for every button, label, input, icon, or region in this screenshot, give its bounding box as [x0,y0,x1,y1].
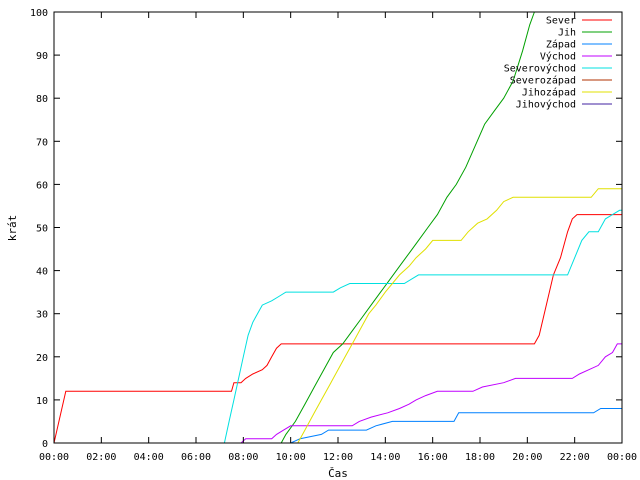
y-tick-label: 80 [36,94,48,105]
series-line-3 [240,343,622,444]
series-line-4 [223,209,622,444]
legend-label: Severovýchod [504,63,576,75]
series-layer [53,11,622,444]
y-tick-label: 100 [30,8,48,19]
legend-label: Jih [558,28,576,39]
legend-label: Západ [546,39,576,51]
x-tick-label: 00:00 [607,452,637,463]
y-tick-label: 70 [36,137,48,148]
x-tick-label: 02:00 [86,452,116,463]
y-tick-label: 10 [36,396,48,407]
x-tick-label: 16:00 [418,452,448,463]
series-line-0 [53,214,622,444]
legend-label: Jihovýchod [516,99,576,111]
x-tick-label: 10:00 [276,452,306,463]
legend: SeverJihZápadVýchodSeverovýchodSeverozáp… [504,16,612,111]
y-axis-label: krát [6,215,19,242]
legend-label: Severozápad [510,75,576,87]
x-tick-label: 08:00 [228,452,258,463]
x-tick-label: 00:00 [39,452,69,463]
y-tick-label: 20 [36,353,48,364]
tick-layer: 0 10 20 30 40 50 60 70 80 90 100 00:00 02:00 04:00 06:… [30,8,637,463]
legend-label: Východ [540,51,576,63]
series-line-6 [297,188,622,444]
legend-label: Sever [546,16,576,27]
x-tick-label: 20:00 [512,452,542,463]
x-tick-label: 14:00 [370,452,400,463]
y-tick-label: 60 [36,180,48,191]
legend-label: Jihozápad [522,87,576,99]
series-line-2 [290,408,622,444]
y-tick-label: 40 [36,267,48,278]
y-tick-label: 50 [36,224,48,235]
y-tick-label: 0 [42,439,48,450]
x-tick-label: 04:00 [134,452,164,463]
x-tick-label: 18:00 [465,452,495,463]
x-axis-label: Čas [328,467,348,480]
series-line-1 [280,11,535,444]
x-tick-label: 22:00 [560,452,590,463]
y-tick-label: 90 [36,51,48,62]
x-tick-label: 12:00 [323,452,353,463]
x-tick-label: 06:00 [181,452,211,463]
y-tick-label: 30 [36,310,48,321]
